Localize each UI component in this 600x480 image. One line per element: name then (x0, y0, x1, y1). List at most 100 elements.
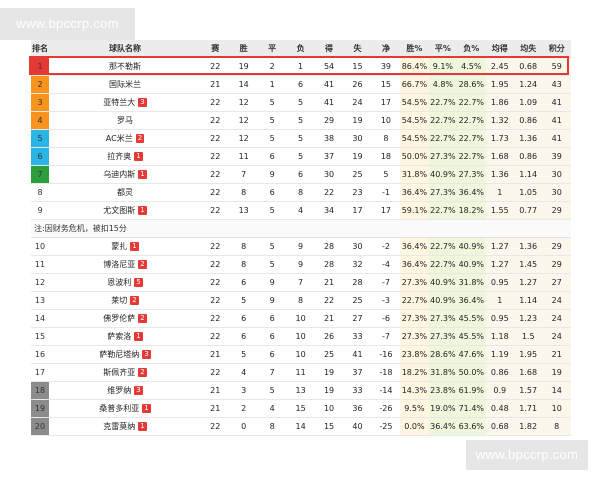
table-row[interactable]: 2 国际米兰 21 14 1 6 41 26 15 66.7% 4.8% 28.6% 1.95 1.24 4… (31, 75, 571, 94)
col-avg-for-header[interactable]: 均得 (485, 40, 514, 58)
rank-cell: 11 (31, 255, 49, 274)
avg-against-cell: 1.95 (513, 345, 543, 364)
table-row[interactable]: 17 斯佩齐亚 2 22 4 7 11 19 37 -18 18.2% 31.8% 50.0% 0.86 1… (31, 363, 571, 382)
table-row[interactable]: 11 博洛尼亚 2 22 8 5 9 28 32 -4 36.4% 22.7% 40.9% 1.27 1.4… (31, 255, 571, 274)
goals-against-cell: 15 (343, 57, 372, 76)
team-name[interactable]: 莱切 (111, 296, 128, 305)
team-name[interactable]: 拉齐奥 (107, 152, 132, 161)
win-pct-cell: 54.5% (400, 129, 429, 148)
col-team-header[interactable]: 球队名称 (49, 40, 201, 58)
table-row[interactable]: 9 尤文图斯 1 22 13 5 4 34 17 17 59.1% 22.7% 18.2% 1.55 0.7… (31, 201, 571, 220)
team-name[interactable]: 乌迪内斯 (103, 170, 136, 179)
goals-for-cell: 34 (314, 201, 344, 220)
col-draw-pct-header[interactable]: 平% (428, 40, 458, 58)
col-loss-pct-header[interactable]: 负% (457, 40, 486, 58)
col-goal-diff-header[interactable]: 净 (371, 40, 401, 58)
table-row[interactable]: 19 桑普多利亚 1 21 2 4 15 10 36 -26 9.5% 19.0% 71.4% 0.48 1… (31, 399, 571, 418)
team-name[interactable]: 国际米兰 (109, 80, 141, 89)
win-pct-cell: 36.4% (400, 237, 429, 256)
team-name[interactable]: AC米兰 (105, 134, 133, 143)
lost-cell: 11 (286, 363, 315, 382)
penalty-badge: 1 (138, 422, 147, 431)
table-row[interactable]: 12 恩波利 5 22 6 9 7 21 28 -7 27.3% 40.9% 31.8% 0.95 1.27… (31, 273, 571, 292)
team-name[interactable]: 桑普多利亚 (99, 404, 140, 413)
table-row[interactable]: 18 维罗纳 3 21 3 5 13 19 33 -14 14.3% 23.8% 61.9% 0.9 1.5… (31, 381, 571, 400)
goals-against-cell: 41 (343, 345, 372, 364)
points-cell: 29 (542, 255, 571, 274)
table-row[interactable]: 13 莱切 2 22 5 9 8 22 25 -3 22.7% 40.9% 36.4% 1 1.14 24 (31, 291, 571, 310)
table-row[interactable]: 15 萨索洛 1 22 6 6 10 26 33 -7 27.3% 27.3% 45.5% 1.18 1.5… (31, 327, 571, 346)
team-name[interactable]: 博洛尼亚 (103, 260, 136, 269)
goals-for-cell: 21 (314, 309, 344, 328)
drawn-cell: 5 (257, 381, 287, 400)
drawn-cell: 4 (257, 399, 287, 418)
lost-cell: 15 (286, 399, 315, 418)
table-row[interactable]: 1 那不勒斯 22 19 2 1 54 15 39 86.4% 9.1% 4.5% 2.45 0.68 59 (31, 57, 571, 76)
penalty-note: 注:因财务危机，被扣15分 (31, 219, 571, 238)
lost-cell: 6 (286, 75, 315, 94)
col-rank-header[interactable]: 排名 (31, 40, 49, 58)
penalty-badge: 5 (134, 278, 143, 287)
col-played-header[interactable]: 赛 (201, 40, 230, 58)
team-cell: 罗马 (49, 111, 201, 130)
goals-for-cell: 21 (314, 273, 344, 292)
table-row[interactable]: 16 萨勒尼塔纳 3 21 5 6 10 25 41 -16 23.8% 28.6% 47.6% 1.19… (31, 345, 571, 364)
avg-for-cell: 0.86 (485, 363, 514, 382)
goals-for-cell: 38 (314, 129, 344, 148)
table-row[interactable]: 3 亚特兰大 3 22 12 5 5 41 24 17 54.5% 22.7% 22.7% 1.86 1.0… (31, 93, 571, 112)
goal-diff-cell: -7 (371, 273, 401, 292)
team-name[interactable]: 克雷莫纳 (103, 422, 136, 431)
goals-for-cell: 19 (314, 363, 344, 382)
table-row[interactable]: 4 罗马 22 12 5 5 29 19 10 54.5% 22.7% 22.7% 1.32 0.86 41 (31, 111, 571, 130)
team-name[interactable]: 亚特兰大 (103, 98, 136, 107)
played-cell: 22 (201, 291, 230, 310)
avg-for-cell: 1 (485, 291, 514, 310)
col-win-pct-header[interactable]: 胜% (400, 40, 429, 58)
rank-cell: 3 (31, 93, 49, 112)
team-name[interactable]: 萨勒尼塔纳 (99, 350, 140, 359)
table-row[interactable]: 8 都灵 22 8 6 8 22 23 -1 36.4% 27.3% 36.4% 1 1.05 30 (31, 183, 571, 202)
lost-cell: 7 (286, 273, 315, 292)
team-cell: 博洛尼亚 2 (49, 255, 201, 274)
team-name[interactable]: 萨索洛 (107, 332, 132, 341)
draw-pct-cell: 22.7% (428, 93, 458, 112)
col-drawn-header[interactable]: 平 (257, 40, 287, 58)
penalty-badge: 2 (138, 260, 147, 269)
team-name[interactable]: 斯佩齐亚 (103, 368, 136, 377)
won-cell: 12 (229, 129, 258, 148)
col-goals-for-header[interactable]: 得 (314, 40, 344, 58)
lost-cell: 10 (286, 327, 315, 346)
col-lost-header[interactable]: 负 (286, 40, 315, 58)
team-name[interactable]: 尤文图斯 (103, 206, 136, 215)
col-won-header[interactable]: 胜 (229, 40, 258, 58)
col-goals-against-header[interactable]: 失 (343, 40, 372, 58)
points-cell: 43 (542, 75, 571, 94)
team-name[interactable]: 都灵 (117, 188, 133, 197)
avg-against-cell: 1.14 (513, 291, 543, 310)
goal-diff-cell: -3 (371, 291, 401, 310)
team-name[interactable]: 罗马 (117, 116, 133, 125)
team-name[interactable]: 佛罗伦萨 (103, 314, 136, 323)
table-row[interactable]: 14 佛罗伦萨 2 22 6 6 10 21 27 -6 27.3% 27.3% 45.5% 0.95 1.… (31, 309, 571, 328)
team-name[interactable]: 蒙扎 (111, 242, 128, 251)
table-row[interactable]: 20 克雷莫纳 1 22 0 8 14 15 40 -25 0.0% 36.4% 63.6% 0.68 1.… (31, 417, 571, 436)
avg-for-cell: 0.48 (485, 399, 514, 418)
table-row[interactable]: 10 蒙扎 1 22 8 5 9 28 30 -2 36.4% 22.7% 40.9% 1.27 1.36 2… (31, 237, 571, 256)
standings-note-section: 注:因财务危机，被扣15分 (31, 219, 571, 238)
win-pct-cell: 0.0% (400, 417, 429, 436)
goals-for-cell: 25 (314, 345, 344, 364)
table-row[interactable]: 7 乌迪内斯 1 22 7 9 6 30 25 5 31.8% 40.9% 27.3% 1.36 1.14 3… (31, 165, 571, 184)
penalty-badge: 3 (134, 386, 143, 395)
lost-cell: 5 (286, 111, 315, 130)
team-name[interactable]: 维罗纳 (107, 386, 132, 395)
draw-pct-cell: 4.8% (428, 75, 458, 94)
goals-for-cell: 28 (314, 255, 344, 274)
team-name[interactable]: 那不勒斯 (109, 62, 141, 71)
col-points-header[interactable]: 积分 (542, 40, 571, 58)
goal-diff-cell: -1 (371, 183, 401, 202)
table-row[interactable]: 6 拉齐奥 1 22 11 6 5 37 19 18 50.0% 27.3% 22.7% 1.68 0.86… (31, 147, 571, 166)
table-row[interactable]: 5 AC米兰 2 22 12 5 5 38 30 8 54.5% 22.7% 22.7% 1.73 1.36… (31, 129, 571, 148)
col-avg-against-header[interactable]: 均失 (513, 40, 543, 58)
team-name[interactable]: 恩波利 (107, 278, 132, 287)
goal-diff-cell: -18 (371, 363, 401, 382)
